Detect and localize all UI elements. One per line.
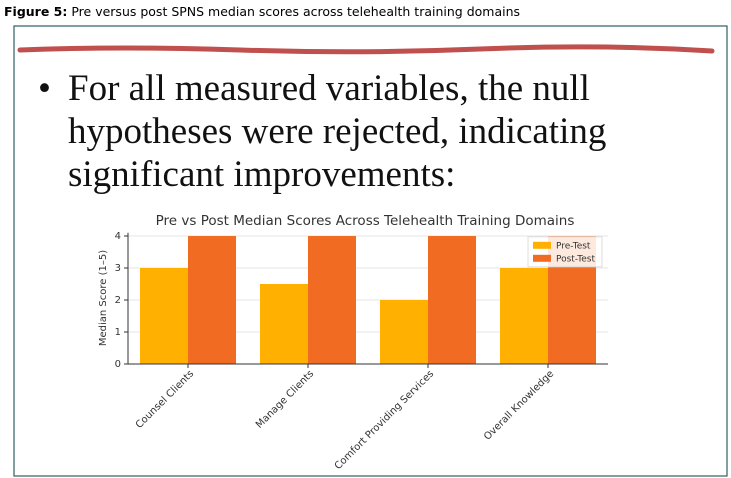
bar — [260, 284, 308, 364]
bar — [428, 236, 476, 364]
chart-title: Pre vs Post Median Scores Across Telehea… — [156, 213, 575, 229]
slide-frame — [13, 25, 728, 477]
bullet-line: For all measured variables, the null — [68, 68, 590, 109]
bullet-dot: • — [38, 68, 51, 109]
legend-label: Post-Test — [556, 254, 595, 264]
y-tick-label: 2 — [115, 295, 121, 306]
y-tick-label: 4 — [115, 231, 121, 242]
bar — [500, 268, 548, 364]
caption-text: Pre versus post SPNS median scores acros… — [71, 4, 520, 19]
bullet-line: significant improvements: — [68, 154, 455, 195]
y-tick-label: 0 — [115, 359, 121, 370]
legend-swatch — [533, 241, 551, 249]
y-axis-label: Median Score (1–5) — [98, 250, 109, 346]
bar — [308, 236, 356, 364]
bar — [188, 236, 236, 364]
legend-label: Pre-Test — [556, 241, 591, 251]
caption: Figure 5: Pre versus post SPNS median sc… — [4, 4, 520, 19]
bar — [380, 300, 428, 364]
decor-line — [17, 44, 715, 55]
caption-label: Figure 5: — [4, 4, 67, 19]
y-tick-label: 3 — [115, 263, 121, 274]
bar — [140, 268, 188, 364]
bullet-line: hypotheses were rejected, indicating — [68, 111, 606, 152]
y-tick-label: 1 — [115, 327, 121, 338]
legend-swatch — [533, 254, 551, 262]
